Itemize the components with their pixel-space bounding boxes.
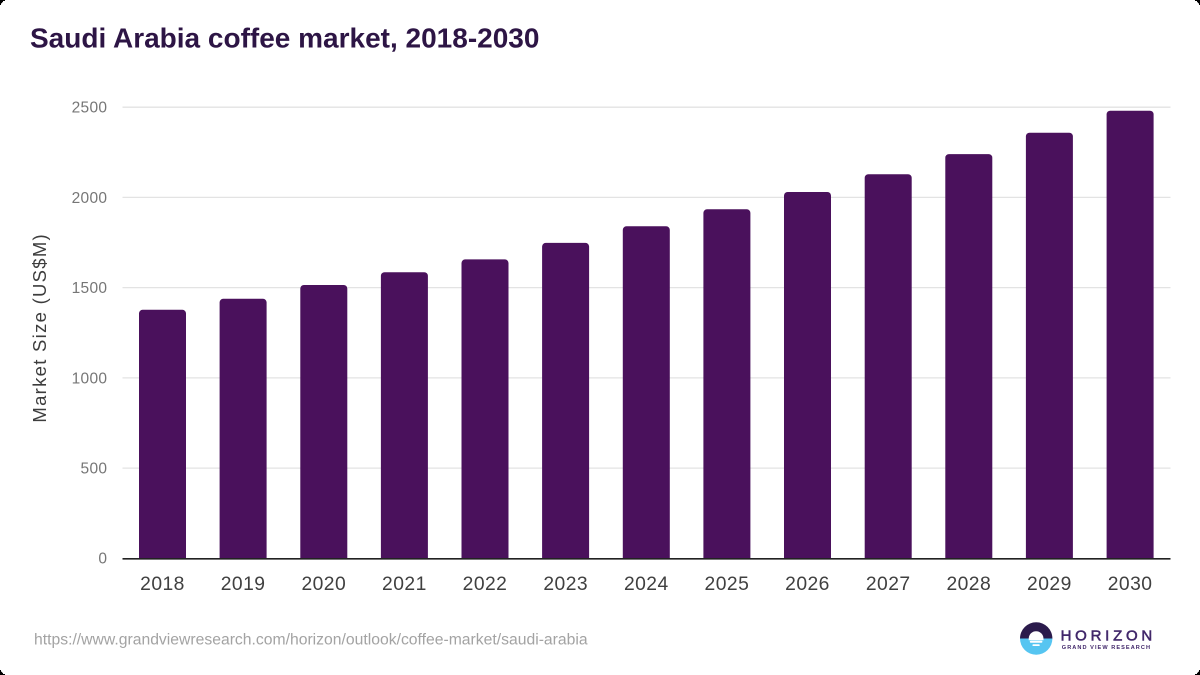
svg-text:2023: 2023	[543, 574, 588, 595]
svg-text:2018: 2018	[140, 574, 185, 595]
svg-text:GRAND VIEW RESEARCH: GRAND VIEW RESEARCH	[1062, 645, 1151, 651]
svg-text:2028: 2028	[946, 574, 991, 595]
svg-text:2029: 2029	[1027, 574, 1072, 595]
svg-text:1000: 1000	[72, 370, 108, 387]
svg-text:2022: 2022	[463, 574, 508, 595]
svg-text:https://www.grandviewresearch.: https://www.grandviewresearch.com/horizo…	[34, 631, 588, 648]
svg-text:2500: 2500	[72, 100, 108, 117]
svg-text:500: 500	[81, 461, 108, 478]
svg-text:2020: 2020	[301, 574, 346, 595]
svg-text:2030: 2030	[1108, 574, 1153, 595]
svg-text:2025: 2025	[705, 574, 750, 595]
svg-text:2019: 2019	[221, 574, 266, 595]
svg-text:1500: 1500	[72, 280, 108, 297]
svg-text:2027: 2027	[866, 574, 911, 595]
svg-text:HORIZON: HORIZON	[1061, 627, 1156, 644]
svg-text:2024: 2024	[624, 574, 669, 595]
svg-text:Saudi Arabia coffee market, 20: Saudi Arabia coffee market, 2018-2030	[30, 22, 539, 53]
svg-text:2000: 2000	[72, 190, 108, 207]
svg-text:Market Size (US$M): Market Size (US$M)	[29, 233, 50, 423]
svg-text:2026: 2026	[785, 574, 830, 595]
svg-text:0: 0	[98, 551, 107, 568]
svg-text:2021: 2021	[382, 574, 427, 595]
